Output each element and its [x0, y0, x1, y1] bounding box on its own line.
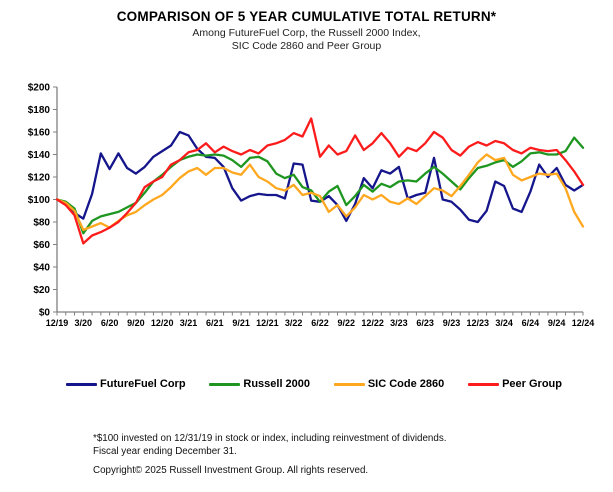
x-tick-label: 12/19: [46, 318, 69, 328]
series-line-peer-group: [55, 117, 585, 245]
y-tick-label: $40: [33, 263, 50, 274]
x-tick-label: 9/23: [443, 318, 461, 328]
x-tick-label: 12/24: [572, 318, 595, 328]
legend-item-russell2000: Russell 2000: [209, 378, 310, 390]
x-tick-label: 9/20: [127, 318, 145, 328]
legend-label-futurefuel: FutureFuel Corp: [100, 378, 186, 390]
y-tick-label: $20: [33, 285, 50, 296]
x-tick-label: 6/23: [416, 318, 434, 328]
x-tick-label: 9/24: [548, 318, 566, 328]
legend-swatch-russell2000: [209, 382, 241, 386]
x-tick-label: 6/24: [522, 318, 540, 328]
chart-title: COMPARISON OF 5 YEAR CUMULATIVE TOTAL RE…: [116, 9, 497, 24]
x-tick-label: 12/21: [256, 318, 279, 328]
footnote-line2: Fiscal year ending December 31.: [93, 445, 237, 457]
x-tick-label: 9/21: [232, 318, 250, 328]
x-tick-label: 3/24: [495, 318, 513, 328]
chart-subtitle-line1: Among FutureFuel Corp, the Russell 2000 …: [192, 27, 421, 39]
footnote: *$100 invested on 12/31/19 in stock or i…: [93, 433, 573, 458]
x-tick-label: 3/21: [180, 318, 198, 328]
y-tick-label: $60: [33, 240, 50, 251]
x-tick-label: 12/22: [361, 318, 384, 328]
chart-legend: FutureFuel Corp Russell 2000 SIC Code 28…: [66, 378, 562, 390]
y-tick-label: $100: [28, 195, 51, 206]
footnote-line1: *$100 invested on 12/31/19 in stock or i…: [93, 433, 447, 444]
y-tick-label: $180: [28, 105, 51, 116]
chart-subtitle-line2: SIC Code 2860 and Peer Group: [231, 40, 382, 52]
legend-item-futurefuel: FutureFuel Corp: [66, 378, 186, 390]
x-tick-label: 3/22: [285, 318, 303, 328]
y-tick-label: $0: [39, 308, 51, 319]
x-tick-label: 6/21: [206, 318, 224, 328]
legend-swatch-sic2860: [333, 382, 365, 386]
legend-item-peergroup: Peer Group: [468, 378, 562, 390]
chart-canvas: $200$180$160$140$120$100$80$60$40$20$012…: [28, 83, 595, 329]
legend-label-peergroup: Peer Group: [502, 378, 562, 390]
x-tick-label: 3/20: [75, 318, 93, 328]
x-tick-label: 12/23: [467, 318, 490, 328]
x-tick-label: 3/23: [390, 318, 408, 328]
y-tick-label: $160: [28, 128, 51, 139]
x-tick-label: 6/22: [311, 318, 329, 328]
series-line-futurefuel-corp: [55, 130, 585, 224]
series-line-russell-2000: [55, 136, 585, 235]
copyright-note: Copyright© 2025 Russell Investment Group…: [93, 465, 369, 476]
y-tick-label: $140: [28, 150, 51, 161]
legend-item-sic2860: SIC Code 2860: [333, 378, 445, 390]
y-tick-label: $80: [33, 218, 50, 229]
legend-swatch-futurefuel: [66, 382, 97, 386]
x-tick-label: 12/20: [151, 318, 174, 328]
y-tick-label: $120: [28, 173, 51, 184]
legend-label-sic2860: SIC Code 2860: [367, 378, 445, 390]
x-tick-label: 9/22: [338, 318, 356, 328]
series-line-sic-code-2860: [55, 153, 585, 232]
legend-label-russell2000: Russell 2000: [243, 378, 311, 390]
legend-swatch-peergroup: [468, 382, 500, 386]
y-tick-label: $200: [28, 83, 51, 94]
x-tick-label: 6/20: [101, 318, 119, 328]
